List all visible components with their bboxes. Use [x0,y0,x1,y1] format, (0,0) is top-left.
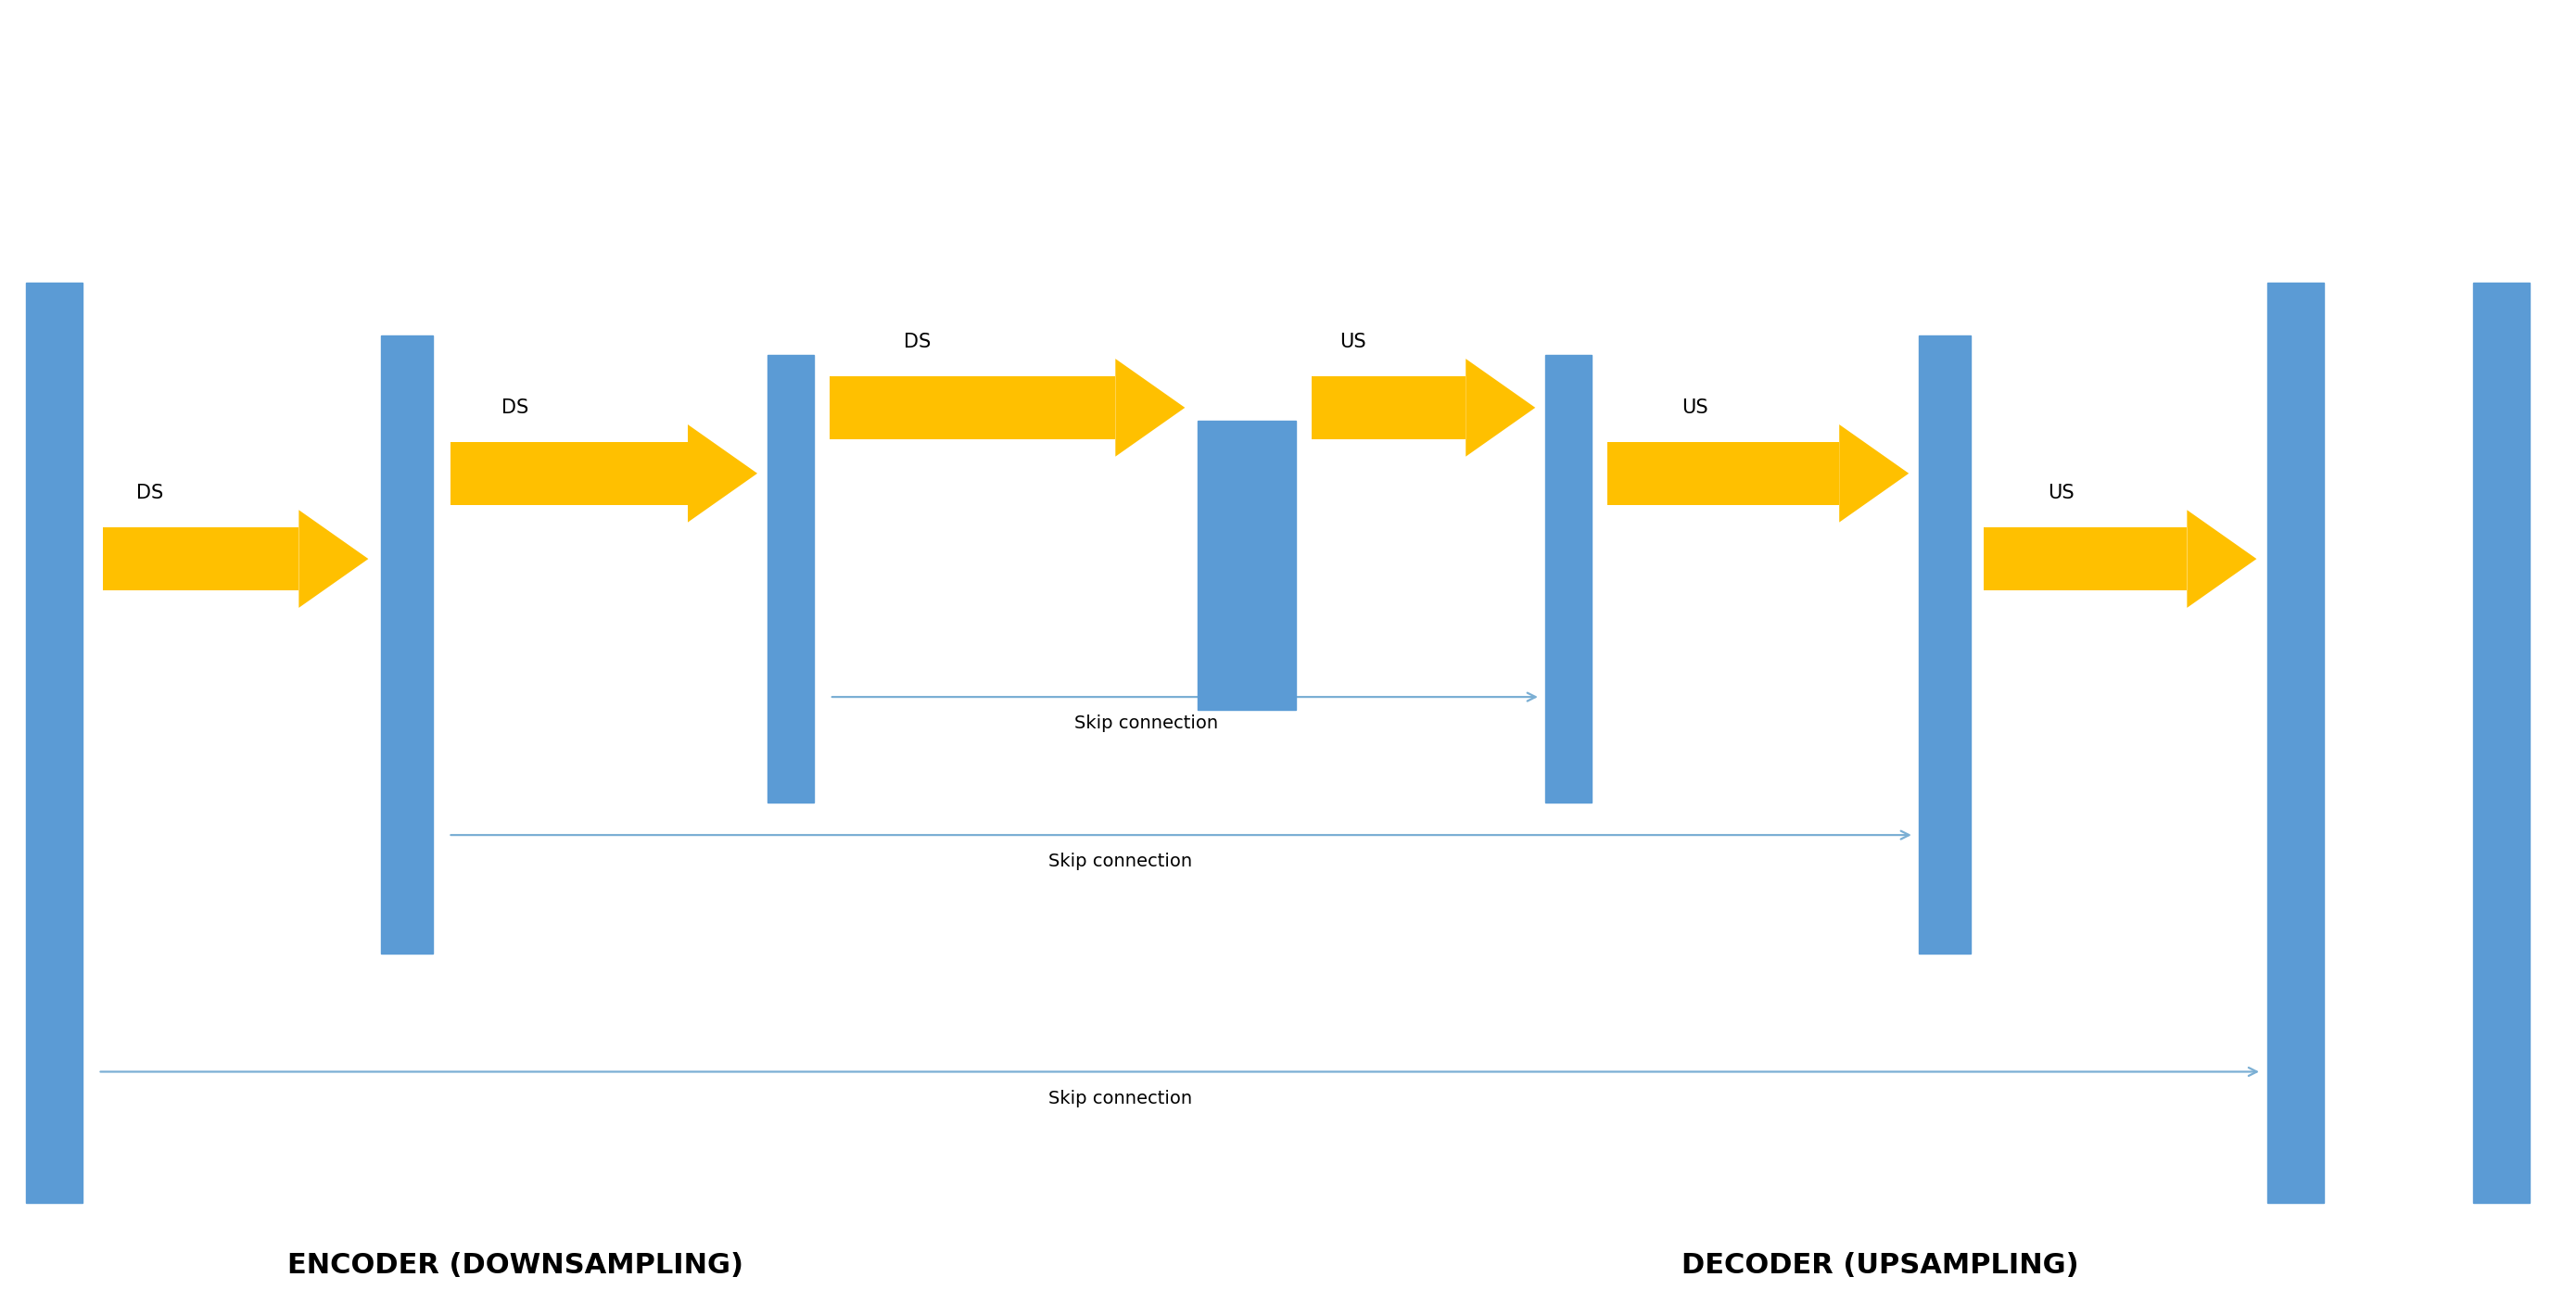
Polygon shape [1607,442,1839,505]
FancyBboxPatch shape [768,355,814,802]
Polygon shape [1466,359,1535,456]
Text: DECODER (UPSAMPLING): DECODER (UPSAMPLING) [1682,1252,2079,1278]
Text: DS: DS [904,333,930,351]
Polygon shape [451,442,688,505]
Polygon shape [1839,425,1909,522]
Polygon shape [1984,527,2187,590]
Polygon shape [1311,376,1466,439]
Text: Skip connection: Skip connection [1048,853,1193,871]
FancyBboxPatch shape [1919,335,1971,953]
Polygon shape [299,510,368,608]
FancyBboxPatch shape [1198,421,1296,710]
FancyBboxPatch shape [381,335,433,953]
FancyBboxPatch shape [2267,283,2324,1203]
Text: DS: DS [502,398,528,417]
FancyBboxPatch shape [26,283,82,1203]
Polygon shape [829,376,1115,439]
Text: US: US [1340,333,1365,351]
Text: ENCODER (DOWNSAMPLING): ENCODER (DOWNSAMPLING) [286,1252,744,1278]
Polygon shape [1115,359,1185,456]
Text: Skip connection: Skip connection [1048,1090,1193,1107]
Text: Skip connection: Skip connection [1074,715,1218,732]
Text: US: US [1682,398,1708,417]
FancyBboxPatch shape [2473,283,2530,1203]
Text: US: US [2048,484,2074,502]
Text: DS: DS [137,484,162,502]
Polygon shape [2187,510,2257,608]
FancyBboxPatch shape [1546,355,1592,802]
Polygon shape [103,527,299,590]
Polygon shape [688,425,757,522]
